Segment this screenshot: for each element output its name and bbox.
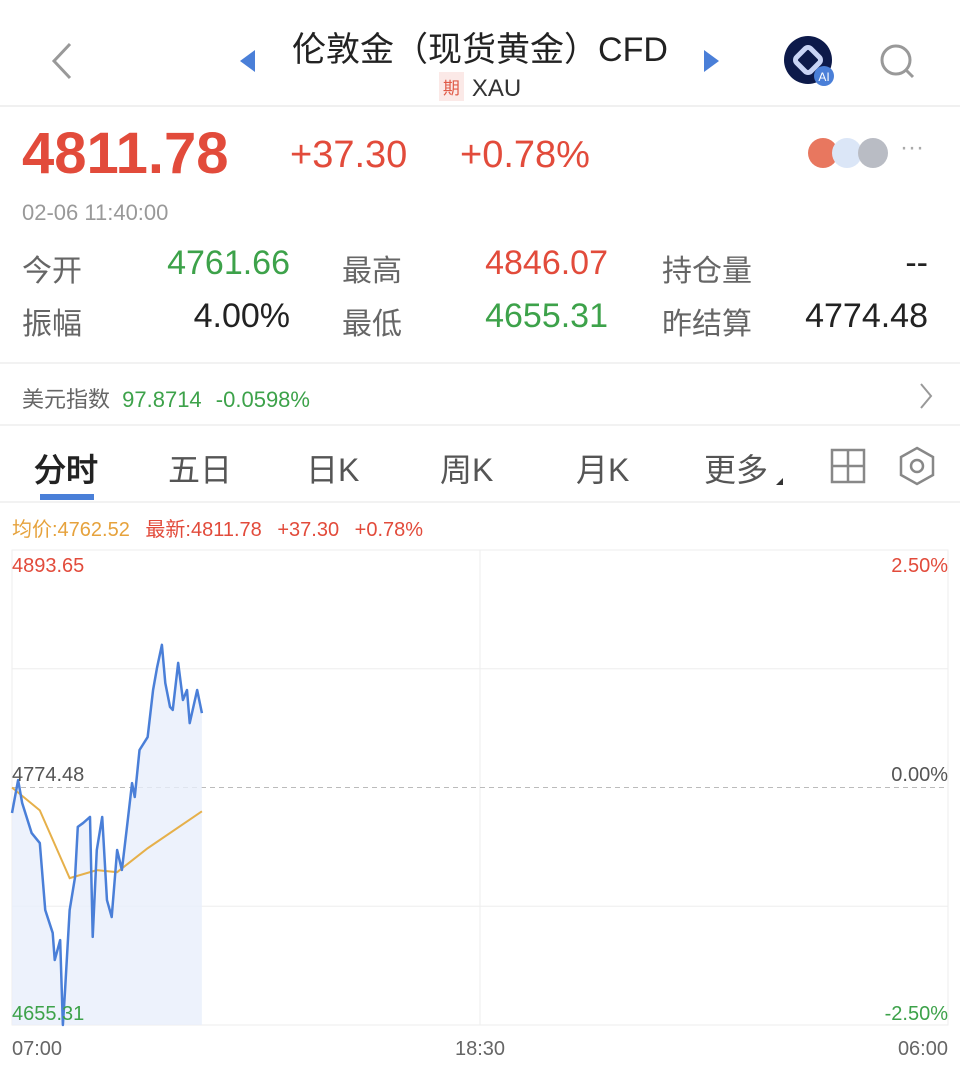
price-line xyxy=(10,643,204,1027)
more-options-icon[interactable]: ··· xyxy=(900,134,924,161)
stat-label: 最低 xyxy=(342,308,402,341)
divider xyxy=(0,424,960,426)
tab-4[interactable]: 月K xyxy=(576,452,630,488)
search-icon[interactable] xyxy=(878,42,918,82)
stat-label: 最高 xyxy=(342,255,402,288)
settings-icon[interactable] xyxy=(898,446,936,486)
tab-5[interactable]: 更多 xyxy=(704,452,769,488)
top-nav-bar: 伦敦金（现货黄金）CFD 期 XAU AI xyxy=(0,0,960,107)
tab-3[interactable]: 周K xyxy=(440,452,494,488)
stat-value: -- xyxy=(905,244,928,282)
x-tick: 18:30 xyxy=(455,1038,505,1060)
usd-index-row[interactable]: 美元指数 97.8714 -0.0598% xyxy=(22,382,942,414)
avatar xyxy=(858,138,888,168)
price-change-pct: +0.78% xyxy=(460,134,590,176)
tab-1[interactable]: 五日 xyxy=(168,452,233,488)
svg-text:AI: AI xyxy=(818,70,829,84)
futures-badge: 期 xyxy=(438,72,464,101)
y-left-tick: 4893.65 xyxy=(12,555,84,577)
stat-value: 4761.66 xyxy=(167,244,290,282)
latest-price-legend: 最新:4811.78 xyxy=(145,519,262,541)
stat-value: 4.00% xyxy=(193,297,290,335)
prev-triangle-icon[interactable] xyxy=(240,50,255,72)
divider xyxy=(0,501,960,503)
chart-legend: 均价:4762.52 最新:4811.78 +37.30 +0.78% xyxy=(12,513,423,542)
stat-label: 振幅 xyxy=(22,308,82,341)
symbol-code: XAU xyxy=(471,75,522,102)
price-area xyxy=(12,644,202,1025)
y-right-tick: -2.50% xyxy=(885,1003,949,1025)
usd-index-value: 97.8714 xyxy=(122,387,202,412)
next-triangle-icon[interactable] xyxy=(704,50,719,72)
tab-0[interactable]: 分时 xyxy=(34,452,99,488)
grid-layout-icon[interactable] xyxy=(830,448,866,484)
follower-avatars[interactable] xyxy=(808,138,892,168)
tab-2[interactable]: 日K xyxy=(306,452,360,488)
back-chevron-icon[interactable] xyxy=(44,38,84,84)
active-tab-indicator xyxy=(40,494,94,500)
x-tick: 07:00 xyxy=(12,1038,62,1060)
stat-value: 4774.48 xyxy=(805,297,928,335)
usd-index-change: -0.0598% xyxy=(215,387,310,412)
intraday-chart[interactable]: 4893.65 4774.48 4655.31 2.50% 0.00% -2.50% 07:… xyxy=(0,540,960,1069)
last-price: 4811.78 xyxy=(22,121,229,186)
stat-value: 4655.31 xyxy=(485,297,608,335)
divider xyxy=(0,362,960,364)
page-title: 伦敦金（现货黄金）CFD xyxy=(292,31,668,69)
legend-change-pct: +0.78% xyxy=(354,519,424,541)
price-change: +37.30 xyxy=(290,134,408,176)
quote-timestamp: 02-06 11:40:00 xyxy=(22,200,169,225)
stat-label: 今开 xyxy=(22,255,82,288)
stat-value: 4846.07 xyxy=(485,244,608,282)
ai-assistant-icon[interactable]: AI xyxy=(784,36,836,88)
stat-label: 昨结算 xyxy=(662,308,752,341)
y-left-tick: 4655.31 xyxy=(12,1003,84,1025)
symbol-line: 期 XAU xyxy=(0,72,960,103)
y-left-tick: 4774.48 xyxy=(12,764,84,786)
dropdown-caret-icon xyxy=(776,478,783,485)
y-right-tick: 2.50% xyxy=(891,555,948,577)
usd-index-label: 美元指数 xyxy=(22,387,111,412)
x-tick: 06:00 xyxy=(898,1038,948,1060)
y-right-tick: 0.00% xyxy=(891,764,948,786)
avatar xyxy=(832,138,862,168)
legend-change: +37.30 xyxy=(277,519,340,541)
chevron-right-icon xyxy=(920,383,933,409)
stat-label: 持仓量 xyxy=(662,255,752,288)
avg-price-legend: 均价:4762.52 xyxy=(12,519,130,541)
